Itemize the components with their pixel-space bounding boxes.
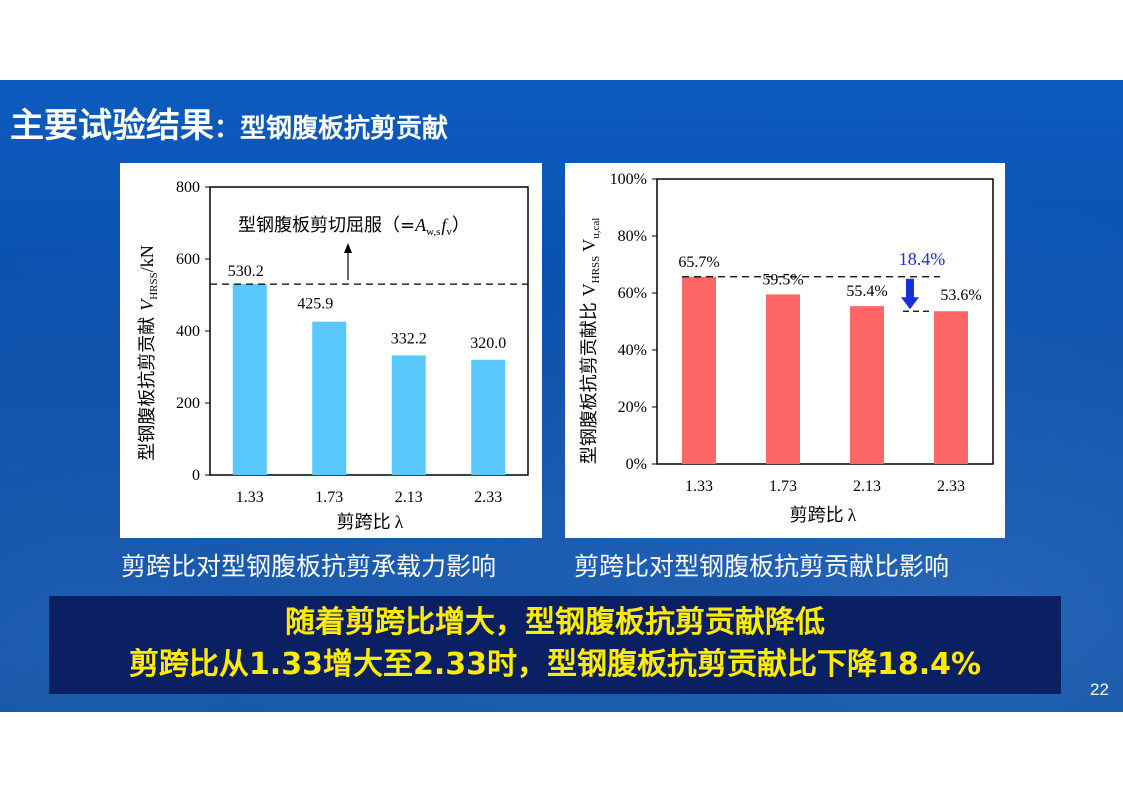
left-chart-xtick-label: 2.33 — [474, 489, 502, 506]
right-chart-ytick-label: 40% — [618, 342, 647, 359]
right-chart-bar — [682, 276, 716, 464]
right-chart-panel: 型钢腹板抗剪贡献比VHRSSVu,cal 剪跨比 λ 0% 20% 40% 60% 80%… — [565, 163, 1005, 538]
left-chart-ytick-label: 400 — [176, 323, 200, 340]
right-chart-xtick-label: 1.33 — [685, 478, 713, 495]
left-chart-bar — [312, 321, 347, 475]
right-chart-data-label: 59.5% — [762, 271, 803, 288]
left-chart-bar — [391, 355, 426, 475]
right-chart-decrease-arrow-shaft — [906, 278, 914, 300]
left-chart-ytick-label: 600 — [176, 251, 200, 268]
left-chart-data-label: 332.2 — [391, 330, 427, 347]
slide-title-separator: ： — [214, 114, 241, 144]
right-chart-ytick-label: 20% — [618, 399, 647, 416]
left-chart-ytick-label: 200 — [176, 395, 200, 412]
left-chart-bar — [232, 284, 267, 475]
left-chart-ref-label: 型钢腹板剪切屈服（=Aw,sfv） — [238, 215, 470, 238]
left-chart-ytick-label: 800 — [176, 179, 200, 196]
left-chart-xtick-label: 1.33 — [236, 489, 264, 506]
conclusion-line-1: 随着剪跨比增大，型钢腹板抗剪贡献降低 — [285, 605, 825, 640]
left-chart-xlabel: 剪跨比 λ — [337, 512, 404, 533]
right-chart-bar — [850, 306, 884, 464]
slide-title-main: 主要试验结果 — [10, 106, 214, 146]
right-chart-data-label: 53.6% — [940, 287, 981, 304]
right-chart-xtick-label: 2.13 — [853, 478, 881, 495]
right-chart-data-label: 65.7% — [678, 254, 719, 271]
left-chart-bar — [471, 359, 506, 475]
left-chart-xtick-label: 1.73 — [315, 489, 343, 506]
right-chart-ytick-label: 0% — [626, 456, 647, 473]
left-chart-ytick-label: 0 — [192, 467, 200, 484]
right-chart-xtick-label: 1.73 — [769, 478, 797, 495]
left-chart-xtick-label: 2.13 — [395, 489, 423, 506]
left-chart-ylabel: 型钢腹板抗剪贡献VHRSS/kN — [137, 245, 160, 461]
left-chart: 型钢腹板抗剪贡献VHRSS/kN 剪跨比 λ 型钢腹板剪切屈服（=Aw,sfv） … — [137, 179, 529, 533]
left-chart-caption: 剪跨比对型钢腹板抗剪承载力影响 — [121, 552, 497, 581]
right-chart-xlabel: 剪跨比 λ — [790, 505, 857, 526]
left-chart-data-label: 530.2 — [228, 263, 264, 280]
conclusion-box: 随着剪跨比增大，型钢腹板抗剪贡献降低 剪跨比从1.33增大至2.33时，型钢腹板… — [49, 596, 1061, 694]
left-chart-data-label: 425.9 — [297, 296, 333, 313]
right-chart: 型钢腹板抗剪贡献比VHRSSVu,cal 剪跨比 λ 0% 20% 40% 60% 80%… — [579, 171, 994, 526]
right-chart-data-label: 55.4% — [846, 283, 887, 300]
right-chart-caption: 剪跨比对型钢腹板抗剪贡献比影响 — [574, 552, 950, 581]
right-chart-decrease-arrowhead — [901, 297, 919, 310]
slide-title: 主要试验结果：型钢腹板抗剪贡献 — [10, 98, 448, 147]
page-number: 22 — [1090, 680, 1109, 699]
conclusion-line-2: 剪跨比从1.33增大至2.33时，型钢腹板抗剪贡献比下降18.4% — [128, 647, 982, 682]
right-chart-ylabel: 型钢腹板抗剪贡献比VHRSSVu,cal — [579, 218, 602, 465]
right-chart-ytick-label: 100% — [610, 171, 647, 188]
left-chart-panel: 型钢腹板抗剪贡献VHRSS/kN 剪跨比 λ 型钢腹板剪切屈服（=Aw,sfv） … — [120, 163, 542, 538]
right-chart-bar — [934, 311, 968, 464]
left-chart-ref-arrowhead — [344, 243, 352, 253]
right-chart-ytick-label: 60% — [618, 285, 647, 302]
right-chart-decrease-label: 18.4% — [899, 249, 946, 269]
right-chart-ytick-label: 80% — [618, 228, 647, 245]
right-chart-bar — [766, 294, 800, 464]
right-chart-plot-frame — [656, 178, 994, 465]
slide-title-sub: 型钢腹板抗剪贡献 — [240, 114, 449, 144]
left-chart-data-label: 320.0 — [470, 335, 506, 352]
right-chart-xtick-label: 2.33 — [937, 478, 965, 495]
